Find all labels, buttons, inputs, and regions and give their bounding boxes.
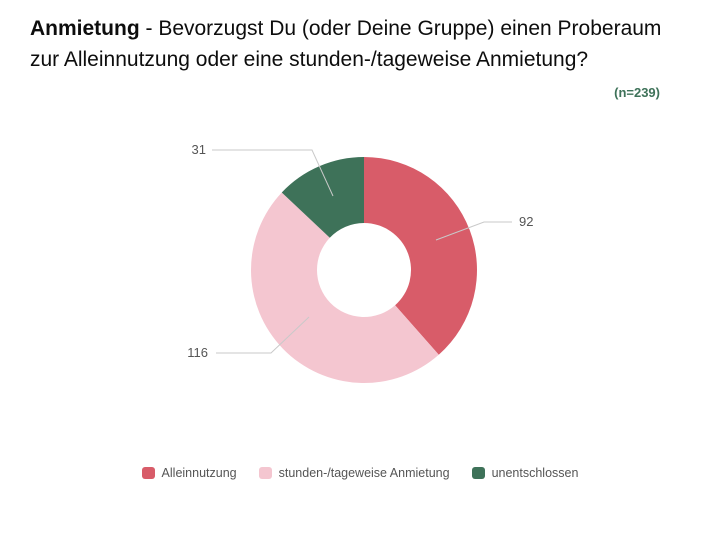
chart-title-question: - Bevorzugst Du (oder Deine Gruppe) eine…	[30, 17, 662, 71]
donut-slice-stunden-tageweise-anmietung[interactable]	[251, 192, 439, 383]
legend-label-alleinnutzung: Alleinnutzung	[161, 466, 237, 480]
value-label-alleinnutzung: 92	[519, 214, 533, 229]
legend-swatch-pink-icon	[258, 467, 272, 479]
legend-item-stundenweise[interactable]: stunden-/tageweise Anmietung	[258, 465, 450, 481]
value-label-stundenweise: 116	[187, 345, 208, 360]
legend-label-stundenweise: stunden-/tageweise Anmietung	[278, 466, 450, 480]
chart-title: Anmietung - Bevorzugst Du (oder Deine Gr…	[30, 13, 678, 75]
donut-slices	[251, 157, 477, 383]
legend-swatch-red-icon	[141, 467, 155, 479]
legend-swatch-green-icon	[471, 467, 485, 479]
leader-line-stundenweise	[216, 316, 310, 354]
leader-line-alleinnutzung	[435, 221, 512, 241]
value-label-unentschlossen: 31	[192, 142, 206, 157]
leader-line-unentschlossen	[212, 149, 334, 197]
donut-slice-unentschlossen[interactable]	[281, 157, 364, 238]
chart-legend: Alleinnutzung stunden-/tageweise Anmietu…	[0, 465, 720, 481]
legend-label-unentschlossen: unentschlossen	[491, 466, 579, 480]
chart-title-keyword: Anmietung	[30, 17, 140, 40]
legend-item-unentschlossen[interactable]: unentschlossen	[471, 465, 579, 481]
donut-slice-alleinnutzung[interactable]	[364, 157, 477, 355]
legend-item-alleinnutzung[interactable]: Alleinnutzung	[141, 465, 237, 481]
sample-size-label: (n=239)	[614, 85, 660, 100]
